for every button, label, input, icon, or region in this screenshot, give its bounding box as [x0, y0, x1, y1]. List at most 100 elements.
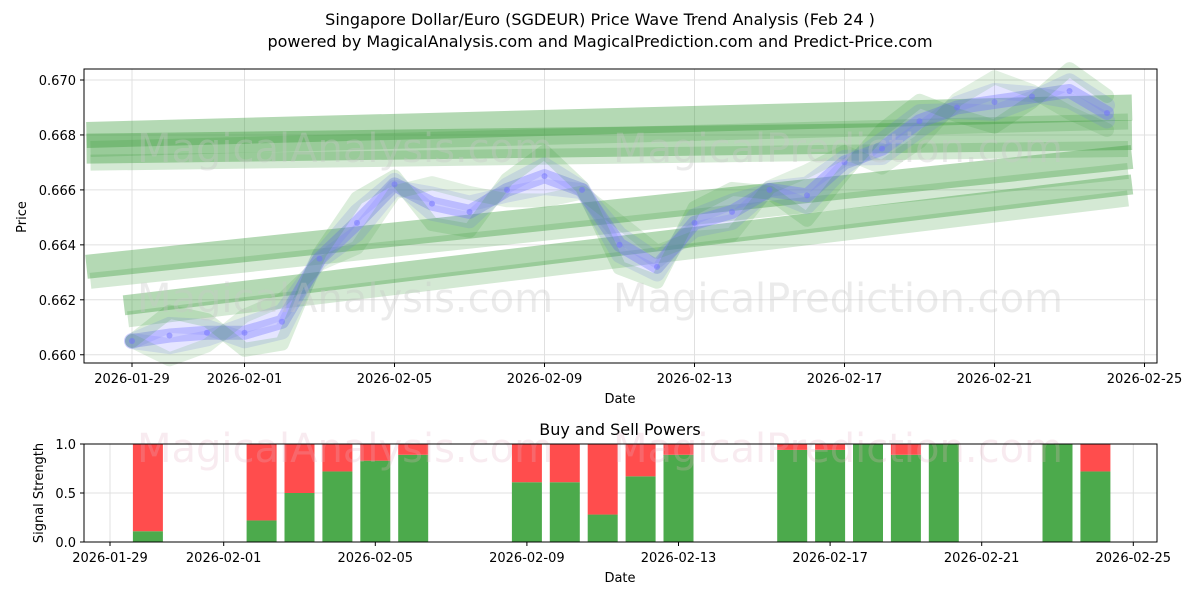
- buy-bar: [815, 449, 846, 542]
- sell-bar: [815, 444, 846, 450]
- buy-bar: [284, 493, 315, 542]
- sell-bar: [284, 444, 315, 493]
- price-point: [429, 200, 435, 207]
- trend-band-shadow: [89, 162, 1129, 289]
- price-point: [466, 208, 473, 215]
- trend-band: [86, 119, 1133, 164]
- price-x-tick-label: 2026-02-21: [957, 372, 1033, 387]
- price-point: [204, 329, 210, 336]
- price-y-tick-label: 0.662: [39, 294, 76, 309]
- signal-x-tick-label: 2026-02-01: [186, 551, 262, 566]
- buy-bar: [511, 482, 542, 542]
- watermark-analysis-bottom: MagicalAnalysis.com: [137, 426, 553, 472]
- trend-band-shadow: [90, 113, 1129, 157]
- trend-band: [85, 144, 1134, 279]
- buy-bar: [1080, 471, 1111, 542]
- watermark-prediction-mid: MagicalPrediction.com: [613, 276, 1063, 322]
- signal-x-tick-label: 2026-02-17: [792, 551, 868, 566]
- price-point: [391, 181, 398, 188]
- price-y-tick-label: 0.664: [39, 239, 76, 254]
- sell-bar: [132, 444, 163, 532]
- sell-bar: [890, 444, 921, 455]
- price-wave: [124, 62, 1115, 367]
- trend-bands: [85, 94, 1134, 328]
- price-panel: MagicalAnalysis.com MagicalPrediction.co…: [15, 62, 1183, 407]
- watermark-prediction-top: MagicalPrediction.com: [613, 126, 1063, 172]
- buy-bar: [853, 444, 883, 542]
- signal-x-tick-label: 2026-02-05: [338, 551, 414, 566]
- price-y-tick-label: 0.660: [39, 349, 76, 364]
- price-wave-line: [124, 73, 1115, 350]
- price-point: [804, 192, 810, 199]
- buy-bar: [928, 444, 959, 542]
- price-y-ticks: 0.660 0.662 0.664 0.666 0.668 0.670: [39, 74, 84, 364]
- sell-bar: [246, 444, 277, 521]
- signal-x-tick-label: 2026-02-09: [489, 551, 565, 566]
- price-wave-line: [124, 82, 1115, 355]
- price-point: [354, 219, 360, 226]
- price-grid: [84, 69, 1157, 363]
- chart-title: Singapore Dollar/Euro (SGDEUR) Price Wav…: [325, 10, 875, 29]
- price-x-tick-label: 2026-02-01: [207, 372, 283, 387]
- price-point: [316, 255, 323, 262]
- price-point: [1104, 109, 1110, 116]
- price-axes-frame: [83, 68, 1158, 364]
- buy-bar: [246, 520, 277, 542]
- price-x-tick-label: 2026-01-29: [94, 372, 170, 387]
- price-x-tick-label: 2026-02-25: [1107, 372, 1183, 387]
- price-y-tick-label: 0.666: [39, 184, 76, 199]
- buy-bar: [663, 454, 694, 542]
- signal-x-tick-label: 2026-02-13: [641, 551, 717, 566]
- sell-bar: [549, 444, 580, 483]
- signal-x-tick-label: 2026-02-21: [944, 551, 1020, 566]
- buy-bar: [1042, 444, 1073, 542]
- price-point: [579, 186, 585, 193]
- price-point: [279, 318, 285, 325]
- price-point: [729, 208, 735, 215]
- buy-bar: [587, 514, 618, 542]
- price-point: [504, 186, 510, 193]
- price-point: [1066, 87, 1073, 94]
- price-point: [166, 332, 173, 339]
- buy-bar: [890, 454, 921, 542]
- price-wave-line: [125, 62, 1114, 357]
- sell-bar: [322, 444, 353, 472]
- signal-y-tick-label: 0.0: [55, 536, 76, 551]
- trend-band: [122, 174, 1134, 316]
- price-point: [654, 263, 660, 270]
- buy-bar: [777, 449, 808, 542]
- signal-x-tick-label: 2026-02-25: [1096, 551, 1172, 566]
- sell-bar: [625, 444, 656, 477]
- sell-bar: [587, 444, 618, 515]
- price-x-tick-label: 2026-02-17: [807, 372, 883, 387]
- watermark-analysis-mid: MagicalAnalysis.com: [137, 276, 553, 322]
- buy-bar: [398, 454, 429, 542]
- price-point: [954, 104, 960, 111]
- signal-y-ticks: 0.0 0.5 1.0: [55, 438, 84, 551]
- sell-bar: [663, 444, 694, 455]
- signal-y-tick-label: 0.5: [55, 487, 76, 502]
- price-x-tick-label: 2026-02-05: [357, 372, 433, 387]
- price-point: [991, 98, 998, 105]
- price-y-tick-label: 0.668: [39, 129, 76, 144]
- chart-subtitle: powered by MagicalAnalysis.com and Magic…: [267, 32, 932, 51]
- price-x-tick-label: 2026-02-09: [507, 372, 583, 387]
- price-point: [541, 173, 548, 180]
- price-point: [241, 329, 248, 336]
- signal-x-tick-label: 2026-01-29: [72, 551, 148, 566]
- price-y-label: Price: [15, 201, 30, 233]
- signal-panel: Buy and Sell Powers MagicalAnalysis.com …: [32, 420, 1171, 586]
- price-point: [129, 338, 135, 345]
- watermark-analysis-top: MagicalAnalysis.com: [137, 126, 553, 172]
- price-x-tick-label: 2026-02-13: [657, 372, 733, 387]
- price-point: [879, 145, 885, 152]
- trend-band-shadow: [90, 140, 1129, 171]
- buy-bar: [132, 531, 163, 542]
- trend-band: [86, 94, 1133, 148]
- signal-x-ticks: 2026-01-29 2026-02-01 2026-02-05 2026-02-09…: [72, 542, 1171, 566]
- price-point: [616, 241, 623, 248]
- signal-y-label: Signal Strength: [32, 443, 47, 543]
- buy-bar: [549, 482, 580, 542]
- price-wave-line: [125, 70, 1114, 367]
